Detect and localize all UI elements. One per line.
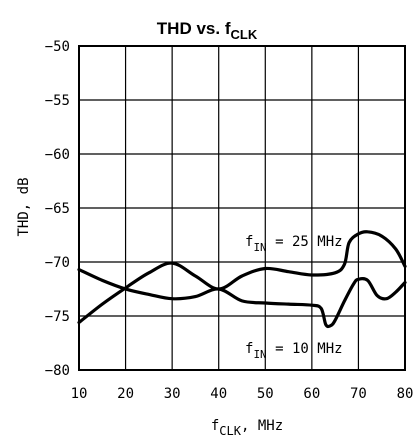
x-tick-label: 20 <box>117 386 134 402</box>
y-tick-label: −70 <box>45 255 70 271</box>
series-line-fin-25mhz <box>77 230 407 325</box>
series-10mhz-label-rest: = 10 MHz <box>267 341 343 357</box>
chart-title-main: THD vs. f <box>157 19 231 38</box>
y-tick-label: −50 <box>45 39 70 55</box>
x-tick-label: 40 <box>210 386 227 402</box>
x-axis-label-main: f <box>211 418 219 434</box>
y-tick-label: −60 <box>45 147 70 163</box>
y-tick-label: −75 <box>45 309 70 325</box>
series-lines <box>77 230 407 329</box>
grid <box>79 46 405 370</box>
series-10mhz-label-subscript: IN <box>253 348 266 361</box>
y-tick-label: −80 <box>45 363 70 379</box>
y-tick-label: −55 <box>45 93 70 109</box>
series-25mhz-label-main: f <box>245 234 253 250</box>
chart-title: THD vs. fCLK <box>157 19 258 42</box>
series-25mhz-label-subscript: IN <box>253 241 266 254</box>
x-tick-label: 80 <box>397 386 414 402</box>
x-axis-label-suffix: , MHz <box>241 418 283 434</box>
x-tick-label: 30 <box>164 386 181 402</box>
x-axis-label-subscript: CLK <box>219 424 241 438</box>
x-axis-label: fCLK, MHz <box>211 418 283 438</box>
y-axis-label: THD, dB <box>16 177 32 236</box>
plot-frame <box>78 45 406 371</box>
x-tick-label: 50 <box>257 386 274 402</box>
series-25mhz-annotation: fIN = 25 MHz <box>245 234 343 254</box>
series-10mhz-annotation: fIN = 10 MHz <box>245 341 343 361</box>
chart-title-subscript: CLK <box>230 27 257 42</box>
y-tick-label: −65 <box>45 201 70 217</box>
x-tick-label: 10 <box>71 386 88 402</box>
series-10mhz-label-main: f <box>245 341 253 357</box>
tick-labels: 10 20 30 40 50 60 70 80 −50 −55 −60 −65 −70 −75 −80 <box>45 39 414 402</box>
series-line-fin-10mhz <box>77 268 407 329</box>
series-25mhz-label-rest: = 25 MHz <box>267 234 343 250</box>
x-tick-label: 60 <box>303 386 320 402</box>
x-tick-label: 70 <box>350 386 367 402</box>
